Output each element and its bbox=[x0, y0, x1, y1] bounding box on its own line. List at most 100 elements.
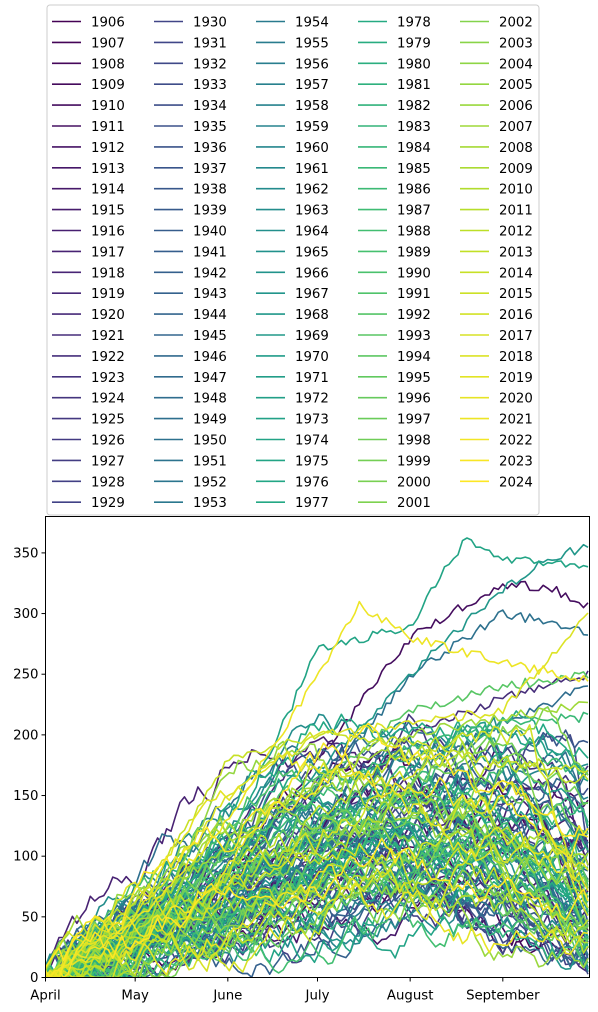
series-line-2021 bbox=[45, 600, 589, 978]
series-line-2020 bbox=[45, 864, 589, 978]
legend-label: 2007 bbox=[499, 120, 533, 135]
legend-entry: 1907 bbox=[52, 36, 125, 51]
legend-entry: 1961 bbox=[256, 162, 329, 177]
legend-entry: 1951 bbox=[154, 454, 227, 469]
legend-label: 1973 bbox=[295, 413, 329, 428]
legend-label: 1927 bbox=[91, 454, 125, 469]
legend-label: 2012 bbox=[499, 225, 533, 240]
y-tick-label: 50 bbox=[22, 910, 39, 925]
legend-label: 2023 bbox=[499, 454, 533, 469]
legend-label: 1982 bbox=[397, 99, 431, 114]
legend-label: 2002 bbox=[499, 16, 533, 31]
legend-label: 1946 bbox=[193, 350, 227, 365]
legend-label: 1908 bbox=[91, 57, 125, 72]
legend-entry: 1975 bbox=[256, 454, 329, 469]
legend-entry: 2000 bbox=[358, 475, 431, 490]
legend-label: 1959 bbox=[295, 120, 329, 135]
series-line-2013 bbox=[45, 847, 589, 978]
legend-label: 1923 bbox=[91, 371, 125, 386]
legend-label: 1939 bbox=[193, 204, 227, 219]
plot-area: 0 50 100 150 200 250 300 350 April May June July Aug… bbox=[13, 516, 590, 1004]
legend-label: 2011 bbox=[499, 204, 533, 219]
series-line-2024 bbox=[45, 837, 589, 968]
legend-entry: 1960 bbox=[256, 141, 329, 156]
legend-entry: 1911 bbox=[52, 120, 125, 135]
legend-entry: 2003 bbox=[460, 36, 533, 51]
legend-entry: 1959 bbox=[256, 120, 329, 135]
legend-entry: 1994 bbox=[358, 350, 431, 365]
legend-entry: 1916 bbox=[52, 225, 125, 240]
legend-entry: 1942 bbox=[154, 266, 227, 281]
legend-label: 1993 bbox=[397, 329, 431, 344]
legend-label: 1994 bbox=[397, 350, 431, 365]
legend-label: 1978 bbox=[397, 16, 431, 31]
legend-label: 1957 bbox=[295, 78, 329, 93]
legend-label: 1952 bbox=[193, 475, 227, 490]
legend-label: 1924 bbox=[91, 392, 125, 407]
legend-entry: 1980 bbox=[358, 57, 431, 72]
legend-entry: 1947 bbox=[154, 371, 227, 386]
legend-label: 1966 bbox=[295, 266, 329, 281]
legend-label: 1963 bbox=[295, 204, 329, 219]
legend-entry: 1943 bbox=[154, 287, 227, 302]
legend-entry: 1931 bbox=[154, 36, 227, 51]
x-tick-label: September bbox=[466, 989, 540, 1004]
legend-label: 1965 bbox=[295, 245, 329, 260]
legend-entry: 1939 bbox=[154, 204, 227, 219]
legend-entry: 1987 bbox=[358, 204, 431, 219]
legend-entry: 2012 bbox=[460, 225, 533, 240]
legend-label: 1917 bbox=[91, 245, 125, 260]
legend-label: 2003 bbox=[499, 36, 533, 51]
legend-label: 1910 bbox=[91, 99, 125, 114]
legend-label: 1928 bbox=[91, 475, 125, 490]
legend-label: 2010 bbox=[499, 183, 533, 198]
legend-label: 1947 bbox=[193, 371, 227, 386]
legend-label: 1977 bbox=[295, 496, 329, 511]
legend-label: 1936 bbox=[193, 141, 227, 156]
legend-entry: 1925 bbox=[52, 413, 125, 428]
series-line-2022 bbox=[45, 742, 589, 978]
series-line-1976 bbox=[45, 769, 589, 976]
legend-entry: 1968 bbox=[256, 308, 329, 323]
legend-entry: 2008 bbox=[460, 141, 533, 156]
legend-entry: 1936 bbox=[154, 141, 227, 156]
legend-label: 2016 bbox=[499, 308, 533, 323]
legend-label: 1979 bbox=[397, 36, 431, 51]
legend-label: 2005 bbox=[499, 78, 533, 93]
legend-entry: 1915 bbox=[52, 204, 125, 219]
legend-label: 1926 bbox=[91, 434, 125, 449]
legend-entry: 2002 bbox=[460, 16, 533, 31]
legend-label: 1948 bbox=[193, 392, 227, 407]
series-line-2017 bbox=[45, 836, 589, 978]
legend-entry: 1996 bbox=[358, 392, 431, 407]
legend-label: 1941 bbox=[193, 245, 227, 260]
x-axis: April May June July August September bbox=[30, 977, 540, 1004]
legend-entry: 1979 bbox=[358, 36, 431, 51]
legend-entry: 1926 bbox=[52, 434, 125, 449]
legend-label: 1942 bbox=[193, 266, 227, 281]
legend-entry: 1967 bbox=[256, 287, 329, 302]
legend-label: 1992 bbox=[397, 308, 431, 323]
legend-entry: 1986 bbox=[358, 183, 431, 198]
legend-label: 1930 bbox=[193, 16, 227, 31]
legend-label: 1971 bbox=[295, 371, 329, 386]
legend-label: 2017 bbox=[499, 329, 533, 344]
legend-label: 1913 bbox=[91, 162, 125, 177]
legend-entry: 1990 bbox=[358, 266, 431, 281]
y-tick-label: 150 bbox=[13, 789, 38, 804]
legend-entry: 1937 bbox=[154, 162, 227, 177]
legend-label: 1943 bbox=[193, 287, 227, 302]
legend-entry: 2011 bbox=[460, 204, 533, 219]
legend-entry: 1981 bbox=[358, 78, 431, 93]
y-tick-label: 350 bbox=[13, 546, 38, 561]
legend-entry: 1983 bbox=[358, 120, 431, 135]
legend-label: 1951 bbox=[193, 454, 227, 469]
series-line-2019 bbox=[45, 750, 589, 978]
legend-label: 1911 bbox=[91, 120, 125, 135]
legend-entry: 1999 bbox=[358, 454, 431, 469]
legend-label: 1932 bbox=[193, 57, 227, 72]
legend-label: 2014 bbox=[499, 266, 533, 281]
legend-label: 1970 bbox=[295, 350, 329, 365]
legend-entry: 2006 bbox=[460, 99, 533, 114]
legend-label: 1914 bbox=[91, 183, 125, 198]
